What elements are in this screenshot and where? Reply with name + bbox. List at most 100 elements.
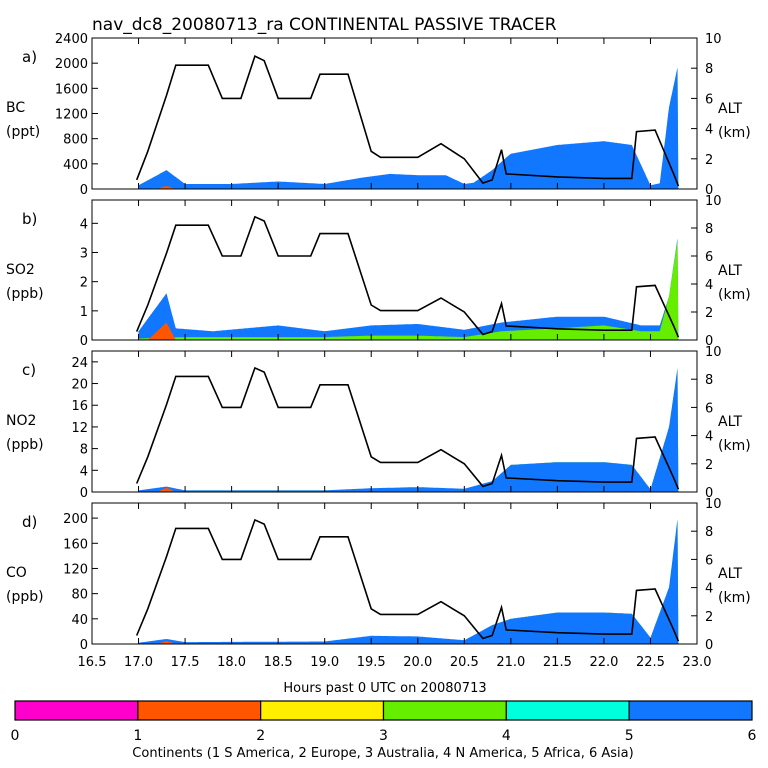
alt-label: ALT [718, 566, 742, 582]
x-axis-label: Hours past 0 UTC on 20080713 [283, 681, 486, 696]
alt-tick-label: 2 [705, 610, 713, 625]
colorbar-swatch [137, 700, 262, 721]
y-tick-label: 1 [80, 305, 88, 320]
alt-tick-label: 4 [705, 430, 713, 445]
panel-frame [91, 502, 698, 645]
series-europe-area [157, 640, 176, 644]
colorbar-tick-label: 0 [11, 728, 20, 744]
x-tick-label: 18.0 [217, 655, 246, 670]
y-tick-label: 16 [71, 399, 88, 414]
alt-label: ALT [718, 414, 742, 430]
alt-tick-label: 6 [705, 250, 713, 265]
y-tick-label: 800 [63, 133, 88, 148]
y-tick-label: 0 [80, 638, 88, 653]
y-tick-label: 40 [71, 613, 88, 628]
x-tick-label: 23.0 [683, 655, 712, 670]
alt-tick-label: 2 [705, 306, 713, 321]
alt-unit-label: (km) [718, 590, 751, 606]
y-tick-label: 12 [71, 421, 88, 436]
unit-label: (ppb) [6, 437, 44, 453]
series-asia-area [138, 368, 679, 492]
series-asia-area [138, 519, 679, 644]
unit-label: (ppb) [6, 286, 44, 302]
alt-tick-label: 6 [705, 92, 713, 107]
alt-tick-label: 0 [705, 486, 713, 501]
y-tick-label: 3 [80, 247, 88, 262]
alt-tick-label: 0 [705, 334, 713, 349]
colorbar-swatch [628, 700, 753, 721]
species-label: BC [6, 100, 25, 116]
y-tick-label: 400 [63, 158, 88, 173]
x-tick-label: 22.5 [636, 655, 665, 670]
altitude-line [135, 518, 680, 642]
species-label: NO2 [6, 413, 36, 429]
x-tick-label: 21.5 [543, 655, 572, 670]
x-tick-label: 17.5 [171, 655, 200, 670]
alt-tick-label: 8 [705, 525, 713, 540]
figure-title: nav_dc8_20080713_ra CONTINENTAL PASSIVE … [92, 15, 557, 35]
alt-tick-label: 2 [705, 153, 713, 168]
alt-unit-label: (km) [718, 125, 751, 141]
y-tick-label: 160 [63, 537, 88, 552]
alt-tick-label: 2 [705, 458, 713, 473]
alt-tick-label: 0 [705, 183, 713, 198]
colorbar-swatch [260, 700, 385, 721]
colorbar: 0 1 2 3 4 5 6 [11, 700, 757, 744]
colorbar-tick-label: 5 [625, 728, 634, 744]
y-tick-label: 4 [80, 217, 88, 232]
colorbar-swatch [505, 700, 630, 721]
altitude-line [135, 54, 680, 187]
series-asia-area [138, 238, 679, 340]
alt-tick-label: 8 [705, 373, 713, 388]
altitude-line [135, 215, 680, 338]
alt-tick-label: 0 [705, 638, 713, 653]
x-tick-label: 19.0 [310, 655, 339, 670]
panel-bc: 0 400 800 1200 1600 2000 2400 0 2 4 6 8 10 a) BC (ppt) A… [6, 32, 751, 198]
colorbar-tick-label: 1 [133, 728, 142, 744]
colorbar-swatch [14, 700, 139, 721]
y-tick-label: 8 [80, 443, 88, 458]
alt-unit-label: (km) [718, 287, 751, 303]
unit-label: (ppt) [6, 124, 40, 140]
unit-label: (ppb) [6, 589, 44, 605]
alt-tick-label: 6 [705, 401, 713, 416]
series-europe-area [157, 185, 176, 189]
x-tick-label: 17.0 [124, 655, 153, 670]
x-tick-label: 19.5 [357, 655, 386, 670]
alt-tick-label: 10 [705, 497, 722, 512]
alt-tick-label: 10 [705, 194, 722, 209]
x-tick-label: 21.0 [496, 655, 525, 670]
series-asia-area [138, 67, 679, 189]
panel-frame [91, 199, 698, 341]
y-tick-label: 1200 [55, 108, 88, 123]
colorbar-swatch [382, 700, 507, 721]
x-tick-label: 20.0 [403, 655, 432, 670]
alt-tick-label: 10 [705, 345, 722, 360]
y-tick-label: 0 [80, 334, 88, 349]
x-tick-label: 22.0 [589, 655, 618, 670]
alt-tick-label: 4 [705, 123, 713, 138]
altitude-line [135, 366, 680, 490]
y-tick-label: 2000 [55, 57, 88, 72]
colorbar-tick-label: 2 [256, 728, 265, 744]
y-tick-label: 0 [80, 183, 88, 198]
series-europe-area [157, 487, 176, 492]
colorbar-tick-label: 4 [502, 728, 511, 744]
series-europe-area [147, 322, 176, 340]
alt-tick-label: 6 [705, 553, 713, 568]
alt-tick-label: 8 [705, 222, 713, 237]
colorbar-label: Continents (1 S America, 2 Europe, 3 Aus… [132, 746, 633, 761]
panel-frame [91, 350, 698, 493]
alt-tick-label: 10 [705, 32, 722, 47]
x-tick-label: 20.5 [450, 655, 479, 670]
panel-letter: a) [22, 48, 37, 66]
alt-label: ALT [718, 263, 742, 279]
colorbar-tick-label: 3 [379, 728, 388, 744]
x-tick-label: 18.5 [264, 655, 293, 670]
panel-letter: d) [22, 513, 37, 531]
panel-so2: 0 1 2 3 4 0 2 4 6 8 10 b) SO2 (ppb) ALT (km) [6, 194, 751, 349]
alt-unit-label: (km) [718, 438, 751, 454]
panels: 040080012001600200024000246810a)BC(ppt)A… [6, 32, 751, 670]
